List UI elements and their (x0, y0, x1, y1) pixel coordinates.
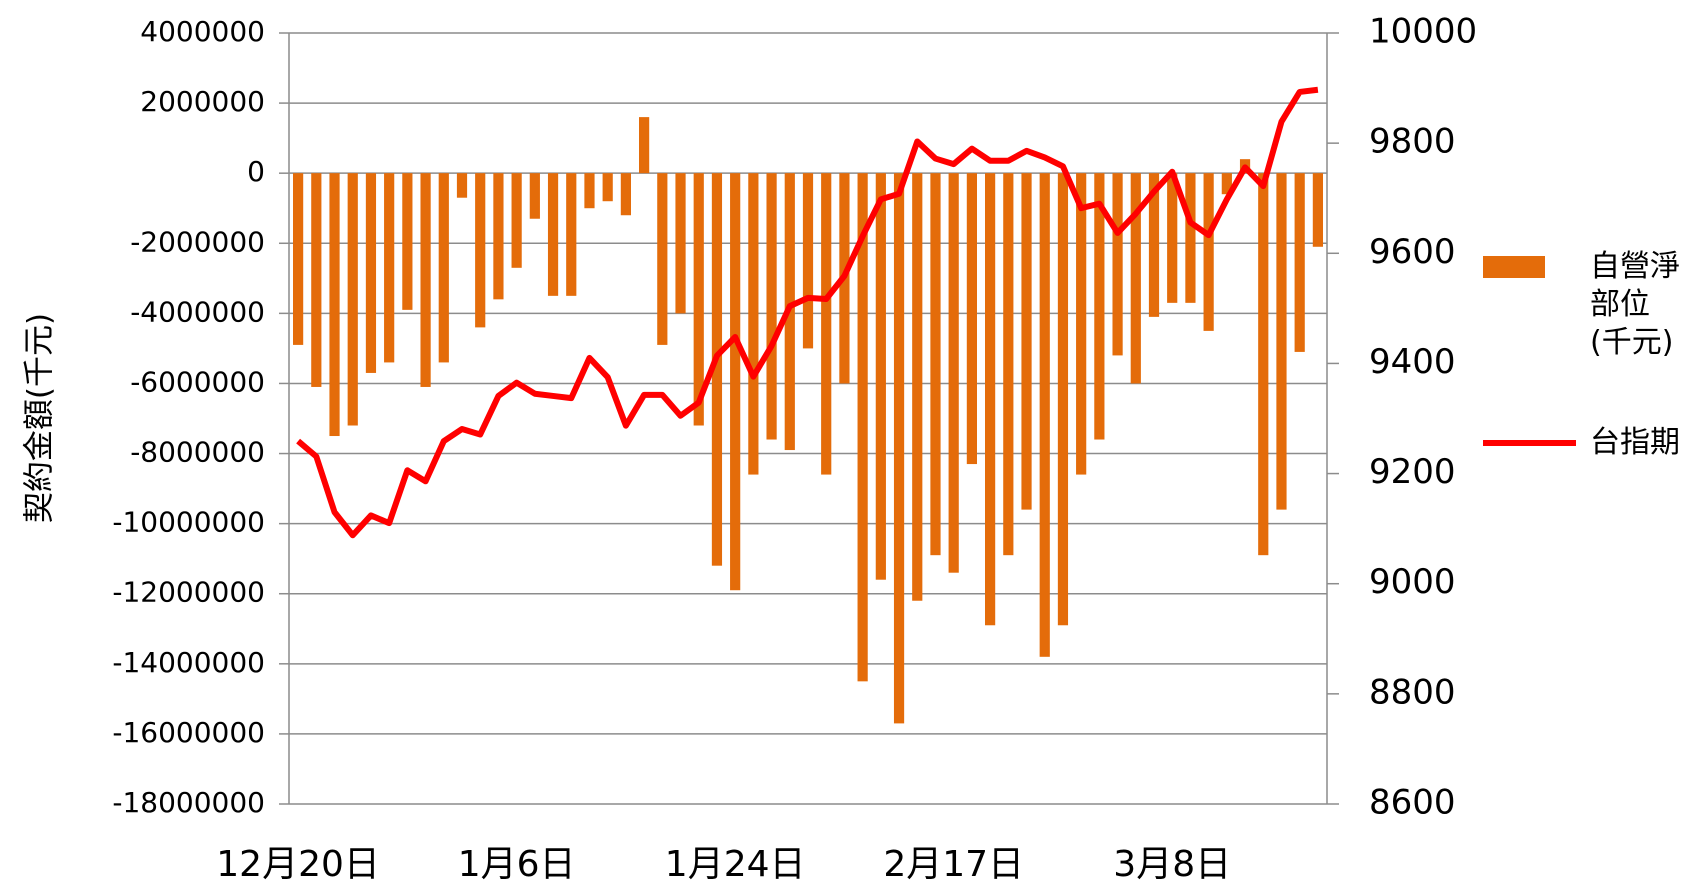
y-tick-label: -6000000 (130, 365, 265, 398)
bar (311, 173, 322, 387)
bar (693, 173, 704, 426)
y-tick-label: -8000000 (130, 436, 265, 469)
bar (966, 173, 977, 465)
y-tick-label: -12000000 (112, 576, 265, 609)
bar (730, 173, 741, 591)
bar (1203, 173, 1214, 331)
bar (475, 173, 486, 328)
line (296, 86, 1319, 539)
bar (1003, 173, 1014, 556)
y-tick-label: 0 (247, 155, 265, 188)
bar (293, 173, 304, 345)
bar (547, 173, 559, 296)
x-tick-label: 12月20日 (216, 844, 380, 885)
bar (1148, 173, 1160, 317)
bar (1167, 173, 1178, 303)
y2-tick-label: 9000 (1369, 562, 1456, 602)
bar (493, 173, 504, 300)
bar (766, 173, 777, 440)
bar (584, 173, 595, 209)
y2-tick-label: 10000 (1369, 12, 1477, 52)
bar (802, 173, 814, 349)
bar (1130, 173, 1141, 384)
y2-tick-label: 9200 (1369, 452, 1456, 492)
bar (875, 173, 886, 580)
y-tick-label: -18000000 (112, 786, 265, 819)
bar (748, 173, 759, 475)
y-tick-label: -10000000 (112, 506, 265, 539)
y2-tick-label: 8600 (1369, 783, 1456, 823)
bar (511, 173, 522, 268)
bar (675, 173, 686, 314)
bar (1094, 173, 1105, 440)
bar (912, 173, 923, 601)
bar (420, 173, 431, 387)
bar (456, 173, 468, 198)
bar (1312, 173, 1323, 247)
bar (1039, 173, 1050, 657)
legend-swatch (1483, 256, 1545, 278)
bar (657, 173, 668, 345)
bar (711, 173, 723, 566)
x-tick-label: 3月8日 (1113, 844, 1231, 885)
y-tick-label: -2000000 (130, 225, 265, 258)
bar (1057, 173, 1069, 626)
bar (384, 173, 395, 363)
x-tick-label: 1月24日 (665, 844, 806, 885)
bar (529, 173, 540, 219)
y2-tick-label: 8800 (1369, 672, 1456, 712)
bar (347, 173, 358, 426)
bar (857, 173, 868, 682)
bar (639, 117, 650, 174)
legend-label: 台指期 (1590, 425, 1680, 460)
bar (821, 173, 832, 475)
y-axis-title: 契約金額(千元) (22, 313, 58, 523)
bar (930, 173, 941, 556)
x-tick-label: 1月6日 (458, 844, 576, 885)
bar (1221, 173, 1232, 195)
bar (1076, 173, 1087, 475)
bar (438, 173, 449, 363)
bar (985, 173, 996, 626)
legend-label: 自營淨部位(千元) (1590, 249, 1680, 360)
bar (566, 173, 577, 296)
bar (620, 173, 631, 216)
bar (365, 173, 377, 373)
bar (602, 173, 613, 202)
bar (1258, 173, 1269, 556)
bar (1276, 173, 1287, 510)
bar (402, 173, 413, 310)
bar (1185, 173, 1196, 303)
bar (893, 173, 905, 724)
y-tick-label: 2000000 (140, 85, 265, 118)
y2-tick-label: 9800 (1369, 122, 1456, 162)
y-tick-label: -14000000 (112, 646, 265, 679)
y-tick-label: -16000000 (112, 716, 265, 749)
y-tick-label: -4000000 (130, 295, 265, 328)
y2-tick-label: 9400 (1369, 342, 1456, 382)
y-tick-label: 4000000 (140, 15, 265, 48)
bar (948, 173, 959, 573)
bar (1112, 173, 1123, 356)
bar (1021, 173, 1032, 510)
bar (329, 173, 340, 437)
bar (1294, 173, 1305, 352)
y2-tick-label: 9600 (1369, 232, 1456, 272)
x-tick-label: 2月17日 (883, 844, 1024, 885)
